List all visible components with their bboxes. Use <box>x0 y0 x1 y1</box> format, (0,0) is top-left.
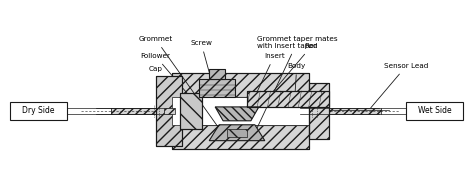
Bar <box>173 97 181 125</box>
Bar <box>247 91 329 107</box>
Bar <box>227 129 247 137</box>
Bar <box>173 125 310 149</box>
Text: Follower: Follower <box>141 53 193 101</box>
Text: Cap: Cap <box>149 66 164 98</box>
Bar <box>247 91 329 107</box>
Text: Rod: Rod <box>273 43 318 91</box>
Bar <box>181 93 202 129</box>
Bar <box>310 83 329 139</box>
Bar <box>111 109 173 114</box>
Bar <box>173 73 310 97</box>
Bar <box>310 83 329 139</box>
Text: Insert: Insert <box>248 53 284 110</box>
Text: Screw: Screw <box>191 40 212 80</box>
Bar <box>173 73 310 149</box>
Bar <box>199 79 235 97</box>
Text: Body: Body <box>288 63 306 98</box>
Bar <box>111 108 163 114</box>
Bar <box>173 97 310 125</box>
Bar <box>181 93 202 129</box>
Text: Wet Side: Wet Side <box>418 106 451 115</box>
Bar <box>209 69 225 79</box>
Bar <box>155 76 182 146</box>
Bar <box>406 102 463 120</box>
Text: Grommet: Grommet <box>139 36 220 130</box>
Bar <box>111 108 173 113</box>
Text: Dry Side: Dry Side <box>22 106 55 115</box>
Bar <box>155 76 182 146</box>
Bar <box>9 102 67 120</box>
Text: Grommet taper mates
with Insert taper: Grommet taper mates with Insert taper <box>256 36 337 130</box>
Bar <box>164 108 175 114</box>
Bar <box>329 108 381 114</box>
Text: Sensor Lead: Sensor Lead <box>371 63 428 108</box>
Polygon shape <box>215 107 259 121</box>
Polygon shape <box>209 125 265 141</box>
